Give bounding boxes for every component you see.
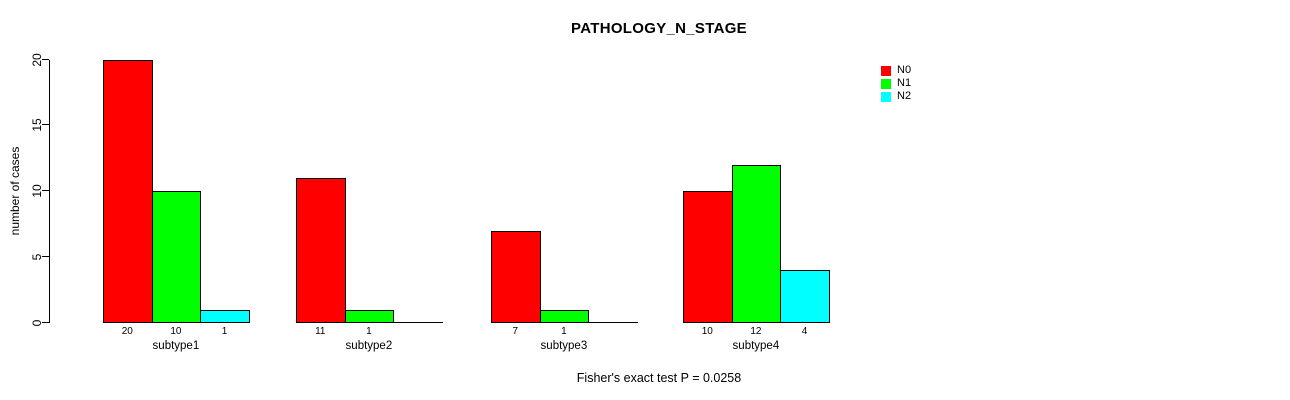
bar xyxy=(344,309,395,323)
category-label: subtype3 xyxy=(540,340,588,352)
legend-swatch xyxy=(881,78,891,89)
legend-swatch xyxy=(881,91,891,102)
legend-item: N0 xyxy=(881,64,911,77)
bar xyxy=(491,230,541,323)
bar-value-label: 7 xyxy=(512,326,519,337)
y-tick xyxy=(42,256,49,258)
y-tick xyxy=(42,190,49,192)
zero-baseline xyxy=(588,322,638,323)
legend-item: N2 xyxy=(881,90,911,103)
bar xyxy=(151,191,202,323)
bar xyxy=(539,309,590,323)
y-tick xyxy=(42,124,49,126)
legend: N0 N1 N2 xyxy=(881,64,911,104)
bar xyxy=(296,178,346,323)
category-label: subtype4 xyxy=(732,340,780,352)
category-label: subtype1 xyxy=(152,340,200,352)
category-label: subtype2 xyxy=(345,340,393,352)
bar xyxy=(103,59,153,323)
bar xyxy=(200,309,250,323)
bar-value-label: 12 xyxy=(750,326,762,337)
legend-label: N1 xyxy=(897,77,912,90)
bar-value-label: 20 xyxy=(121,326,133,337)
bar-value-label: 1 xyxy=(221,326,228,337)
bar-value-label: 10 xyxy=(701,326,713,337)
y-tick-label: 0 xyxy=(30,319,44,327)
legend-label: N0 xyxy=(897,64,912,77)
zero-baseline xyxy=(393,322,443,323)
legend-swatch xyxy=(881,65,891,76)
bar xyxy=(780,270,830,323)
footer-annotation: Fisher's exact test P = 0.0258 xyxy=(576,371,742,385)
y-tick xyxy=(42,322,49,323)
bar xyxy=(683,191,733,323)
bar xyxy=(731,164,782,323)
legend-item: N1 xyxy=(881,77,911,90)
legend-label: N2 xyxy=(897,90,912,103)
y-tick xyxy=(42,58,49,60)
y-axis-line xyxy=(49,59,50,323)
bar-value-label: 1 xyxy=(561,326,567,337)
bar-value-label: 1 xyxy=(366,326,372,337)
bar-value-label: 11 xyxy=(315,326,326,337)
y-tick-label: 10 xyxy=(30,184,44,198)
y-tick-label: 20 xyxy=(30,52,44,67)
y-tick-label: 15 xyxy=(30,118,44,133)
chart-title: PATHOLOGY_N_STAGE xyxy=(571,20,747,37)
bar-value-label: 4 xyxy=(801,326,808,337)
y-tick-label: 5 xyxy=(30,253,44,261)
bar-value-label: 10 xyxy=(170,326,182,337)
